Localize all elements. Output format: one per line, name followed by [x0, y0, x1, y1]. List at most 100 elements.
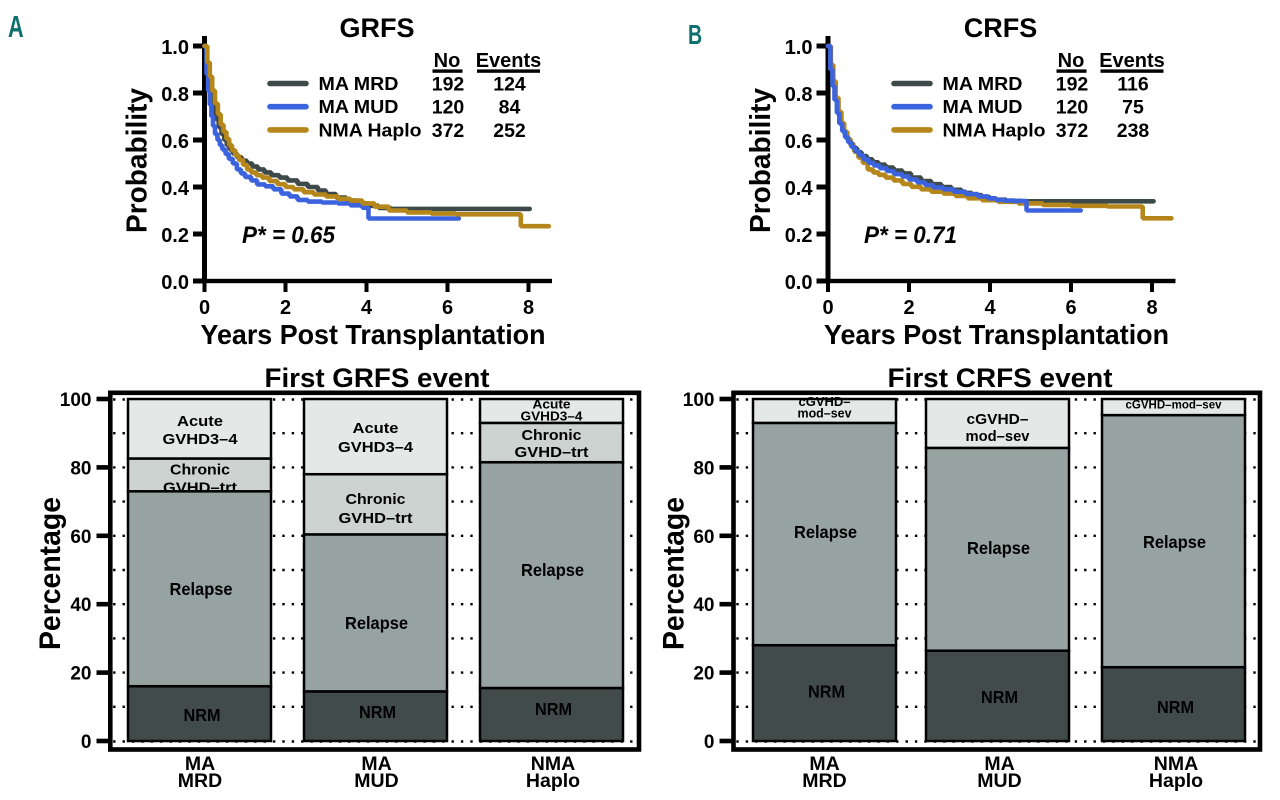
svg-text:0.8: 0.8 — [161, 84, 189, 106]
svg-text:0.4: 0.4 — [161, 178, 190, 200]
svg-text:60: 60 — [693, 527, 714, 548]
svg-text:20: 20 — [693, 664, 714, 685]
svg-text:GVHD3–4: GVHD3–4 — [521, 410, 583, 424]
svg-text:0.4: 0.4 — [785, 178, 814, 200]
svg-text:Haplo: Haplo — [526, 770, 580, 792]
svg-text:MA MUD: MA MUD — [319, 97, 399, 117]
svg-text:0: 0 — [81, 732, 92, 753]
svg-text:252: 252 — [493, 120, 526, 142]
svg-text:Relapse: Relapse — [170, 579, 233, 599]
svg-text:120: 120 — [432, 97, 465, 119]
svg-text:Acute: Acute — [533, 398, 571, 412]
svg-text:NMA Haplo: NMA Haplo — [943, 120, 1046, 140]
svg-text:First GRFS event: First GRFS event — [265, 363, 490, 393]
svg-text:Acute: Acute — [177, 413, 223, 430]
svg-text:192: 192 — [432, 74, 465, 96]
svg-text:NMA Haplo: NMA Haplo — [319, 120, 422, 140]
svg-text:Probability: Probability — [122, 88, 154, 233]
svg-text:GVHD3–4: GVHD3–4 — [163, 431, 239, 448]
svg-text:NMA: NMA — [531, 753, 575, 775]
svg-text:Events: Events — [1099, 50, 1165, 72]
svg-text:238: 238 — [1117, 120, 1150, 142]
svg-text:Chronic: Chronic — [346, 491, 406, 508]
svg-text:1.0: 1.0 — [161, 37, 189, 59]
svg-text:80: 80 — [693, 458, 714, 479]
svg-text:NRM: NRM — [1157, 697, 1194, 717]
svg-text:NRM: NRM — [359, 702, 396, 722]
svg-text:No: No — [434, 50, 461, 72]
svg-text:Relapse: Relapse — [794, 522, 857, 542]
svg-text:0.0: 0.0 — [161, 272, 189, 294]
svg-text:Years Post Transplantation: Years Post Transplantation — [824, 319, 1169, 350]
svg-text:MUD: MUD — [977, 770, 1021, 792]
svg-text:Chronic: Chronic — [522, 427, 582, 444]
svg-text:8: 8 — [1146, 297, 1157, 319]
svg-text:75: 75 — [1122, 97, 1144, 119]
svg-text:Percentage: Percentage — [658, 497, 691, 650]
svg-text:MA MRD: MA MRD — [943, 74, 1023, 94]
svg-text:Relapse: Relapse — [345, 613, 408, 633]
svg-text:Acute: Acute — [353, 420, 399, 437]
svg-text:Haplo: Haplo — [1149, 770, 1203, 792]
svg-text:6: 6 — [1065, 297, 1076, 319]
svg-text:84: 84 — [499, 97, 521, 119]
svg-text:40: 40 — [693, 595, 714, 616]
svg-text:NMA: NMA — [1154, 753, 1198, 775]
svg-text:No: No — [1058, 50, 1085, 72]
svg-text:192: 192 — [1056, 74, 1089, 96]
svg-text:NRM: NRM — [184, 705, 221, 725]
svg-text:4: 4 — [361, 297, 373, 319]
svg-text:0.6: 0.6 — [161, 131, 189, 153]
svg-text:NRM: NRM — [981, 687, 1018, 707]
svg-text:100: 100 — [683, 390, 715, 411]
svg-text:MA MRD: MA MRD — [319, 74, 399, 94]
svg-text:MRD: MRD — [178, 770, 222, 792]
svg-text:0.2: 0.2 — [785, 225, 813, 247]
svg-text:40: 40 — [70, 595, 91, 616]
svg-text:0.6: 0.6 — [785, 131, 813, 153]
svg-text:mod–sev: mod–sev — [966, 428, 1031, 445]
svg-text:1.0: 1.0 — [785, 37, 813, 59]
svg-text:372: 372 — [1056, 120, 1089, 142]
svg-text:Chronic: Chronic — [170, 462, 230, 479]
svg-text:4: 4 — [984, 297, 996, 319]
svg-text:0: 0 — [822, 297, 833, 319]
svg-text:0: 0 — [704, 732, 715, 753]
svg-text:NRM: NRM — [535, 699, 572, 719]
svg-text:B: B — [688, 20, 702, 51]
svg-text:MA: MA — [185, 753, 215, 775]
svg-text:CRFS: CRFS — [964, 13, 1038, 43]
svg-text:cGVHD–: cGVHD– — [967, 411, 1029, 428]
svg-text:MA MUD: MA MUD — [943, 97, 1023, 117]
svg-text:Relapse: Relapse — [1143, 532, 1206, 552]
svg-text:GRFS: GRFS — [339, 13, 414, 43]
svg-text:P* = 0.65: P* = 0.65 — [242, 222, 336, 249]
svg-text:NRM: NRM — [808, 682, 845, 702]
svg-text:First CRFS event: First CRFS event — [888, 363, 1113, 393]
svg-text:0.8: 0.8 — [785, 84, 813, 106]
svg-text:GVHD3–4: GVHD3–4 — [338, 439, 414, 456]
svg-text:cGVHD–mod–sev: cGVHD–mod–sev — [1126, 398, 1222, 412]
svg-text:60: 60 — [70, 527, 91, 548]
svg-text:0.2: 0.2 — [161, 225, 189, 247]
svg-text:MA: MA — [984, 753, 1014, 775]
svg-text:0: 0 — [199, 297, 210, 319]
svg-text:Years Post Transplantation: Years Post Transplantation — [201, 319, 546, 350]
svg-text:GVHD–trt: GVHD–trt — [515, 444, 589, 461]
svg-text:124: 124 — [493, 74, 526, 96]
svg-text:100: 100 — [60, 390, 92, 411]
svg-text:MA: MA — [809, 753, 839, 775]
svg-text:MUD: MUD — [354, 770, 398, 792]
svg-text:Probability: Probability — [745, 88, 777, 233]
svg-text:Relapse: Relapse — [967, 538, 1030, 558]
svg-text:2: 2 — [903, 297, 914, 319]
svg-text:P* = 0.71: P* = 0.71 — [864, 222, 957, 249]
svg-text:Percentage: Percentage — [34, 497, 67, 650]
svg-text:Relapse: Relapse — [521, 560, 584, 580]
svg-text:8: 8 — [523, 297, 534, 319]
svg-text:120: 120 — [1056, 97, 1089, 119]
svg-text:Events: Events — [476, 50, 542, 72]
svg-text:A: A — [8, 9, 24, 44]
svg-text:GVHD–trt: GVHD–trt — [339, 510, 413, 527]
svg-text:2: 2 — [280, 297, 291, 319]
